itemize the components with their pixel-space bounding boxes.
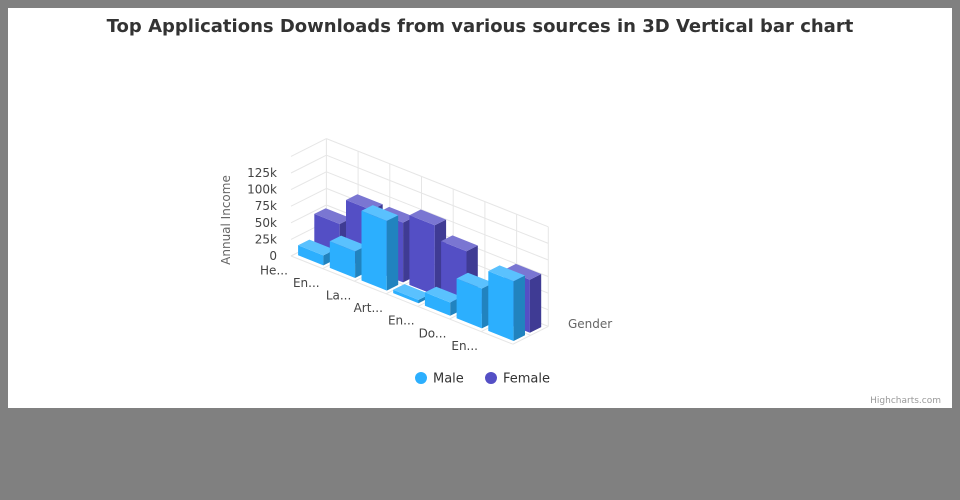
bar-top-face [488,265,525,282]
bars [298,194,542,341]
legend-male-label: Male [433,372,464,387]
side-wall-gridline [290,204,327,224]
x-tick-label: He... [260,263,288,277]
y-tick-label: 25k [255,232,277,246]
chart-container: Top Applications Downloads from various … [8,8,952,408]
bar-top-face [441,235,478,252]
bar-female[interactable] [409,209,447,296]
z-axis-title: Gender [568,317,612,331]
legend-male-symbol [415,372,427,384]
x-tick-label: Art... [354,301,383,315]
bar-top-face [409,209,447,226]
bar-front-face [424,292,451,316]
legend-item-male[interactable]: Male [415,372,464,387]
side-wall-gridline [290,187,327,207]
bar-top-face [504,263,542,280]
floor-gridline [290,255,514,345]
bar-front-face [409,215,435,295]
chart-svg: Top Applications Downloads from various … [107,16,941,406]
bar-front-face [329,241,356,278]
bar-male[interactable] [361,205,399,291]
bar-front-face [488,271,514,341]
bar-front-face [361,210,387,291]
bar-male[interactable] [456,272,494,329]
side-wall-gridline [290,138,327,157]
x-tick-label: En... [388,314,415,328]
bar-front-face [393,289,419,304]
legend-female-symbol [485,372,497,384]
axis-labels: 0 25k 50k 75k 100k 125k He... En... La...Art... E… [247,166,478,353]
legend-item-female[interactable]: Female [485,372,550,387]
y-tick-label: 125k [247,166,277,180]
y-tick-label: 75k [255,199,277,213]
back-wall-gridline [326,154,549,244]
back-wall-gridline [326,171,549,261]
x-tick-label: En... [293,276,320,290]
bar-top-face [393,284,430,300]
credits-link[interactable]: Highcharts.com [870,396,941,406]
y-tick-label: 100k [247,183,277,197]
bar-top-face [314,208,351,224]
chart-title: Top Applications Downloads from various … [107,16,854,37]
x-tick-label: En... [451,339,478,353]
bar-side-face [513,275,525,341]
side-wall-gridline [290,171,327,191]
x-tick-label: La... [326,289,351,303]
x-tick-label: Do... [419,326,447,340]
bar-top-face [456,272,494,289]
bar-side-face [529,274,542,333]
bar-front-face [456,278,482,329]
back-wall-gridline [326,138,549,228]
y-axis-title: Annual Income [219,175,233,265]
bar-top-face [329,235,367,252]
bar-front-face [298,245,324,266]
y-tick-label: 50k [255,216,277,230]
side-wall-gridline [290,154,327,174]
bar-male[interactable] [488,265,525,341]
bar-top-face [424,286,462,303]
bar-top-face [361,205,399,221]
legend-female-label: Female [503,372,550,387]
y-tick-label: 0 [269,249,277,263]
bar-top-face [298,239,335,256]
bar-side-face [386,215,399,291]
